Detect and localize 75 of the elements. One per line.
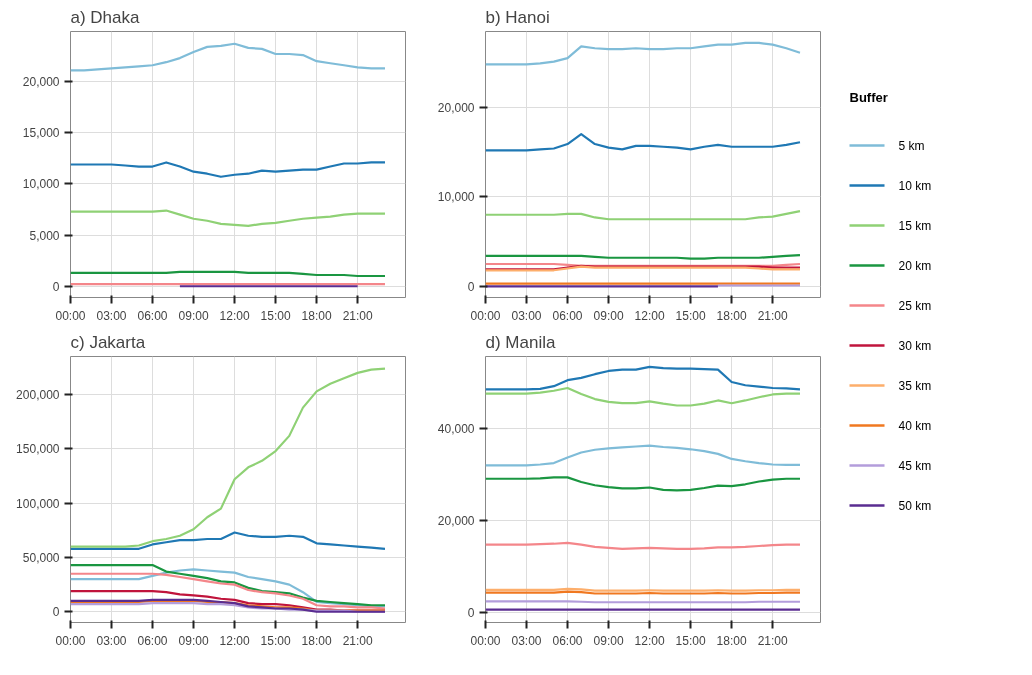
x-tick-label: 18:00 <box>716 633 747 648</box>
line-series <box>70 367 387 548</box>
line-series <box>70 42 387 72</box>
x-tick-label: 00:00 <box>470 633 501 648</box>
x-tick-label: 06:00 <box>137 308 168 323</box>
line-series <box>485 41 802 66</box>
y-tick-label: 5,000 <box>29 228 60 243</box>
x-tick-label: 03:00 <box>511 633 542 648</box>
y-tick-label: 20,000 <box>437 100 475 115</box>
legend-label: 15 km <box>898 218 932 233</box>
x-tick-label: 18:00 <box>301 308 332 323</box>
x-tick-label: 00:00 <box>55 633 86 648</box>
x-tick-label: 06:00 <box>552 308 583 323</box>
x-tick-label: 18:00 <box>716 308 747 323</box>
line-series <box>485 476 802 492</box>
x-tick-label: 00:00 <box>55 308 86 323</box>
line-series <box>485 386 802 407</box>
x-tick-label: 18:00 <box>301 633 332 648</box>
y-tick-label: 20,000 <box>437 514 475 529</box>
y-tick-label: 100,000 <box>16 496 60 511</box>
x-tick-label: 12:00 <box>219 633 250 648</box>
chart-title: a) Dhaka <box>70 7 141 27</box>
legend-label: 10 km <box>898 178 932 193</box>
x-tick-label: 03:00 <box>511 308 542 323</box>
y-tick-label: 200,000 <box>16 388 60 403</box>
x-tick-label: 12:00 <box>219 308 250 323</box>
x-tick-label: 09:00 <box>593 308 624 323</box>
y-tick-label: 50,000 <box>22 550 60 565</box>
x-tick-label: 09:00 <box>593 633 624 648</box>
y-tick-label: 20,000 <box>22 75 60 90</box>
x-tick-label: 09:00 <box>178 308 209 323</box>
y-tick-label: 150,000 <box>16 442 60 457</box>
x-tick-label: 21:00 <box>342 308 373 323</box>
line-series <box>485 444 802 467</box>
x-tick-label: 03:00 <box>96 308 127 323</box>
x-tick-label: 03:00 <box>96 633 127 648</box>
y-tick-label: 10,000 <box>22 177 60 192</box>
x-tick-label: 15:00 <box>260 308 291 323</box>
x-tick-label: 21:00 <box>757 308 788 323</box>
legend-label: 40 km <box>898 418 932 433</box>
legend-label: 45 km <box>898 458 932 473</box>
y-tick-label: 40,000 <box>437 422 475 437</box>
x-tick-label: 00:00 <box>470 308 501 323</box>
x-tick-label: 21:00 <box>757 633 788 648</box>
x-tick-label: 12:00 <box>634 308 665 323</box>
chart-title: d) Manila <box>485 332 556 352</box>
legend-label: 35 km <box>898 378 932 393</box>
x-tick-label: 15:00 <box>675 633 706 648</box>
y-tick-label: 0 <box>52 279 60 294</box>
x-tick-label: 06:00 <box>552 633 583 648</box>
legend-label: 30 km <box>898 338 932 353</box>
line-series <box>70 531 387 550</box>
x-tick-label: 09:00 <box>178 633 209 648</box>
y-tick-label: 0 <box>467 279 475 294</box>
y-tick-label: 15,000 <box>22 126 60 141</box>
legend-title: Buffer <box>849 90 888 105</box>
legend-label: 5 km <box>898 138 925 153</box>
legend-label: 50 km <box>898 498 932 513</box>
x-tick-label: 06:00 <box>137 633 168 648</box>
y-tick-label: 0 <box>52 605 60 620</box>
legend-label: 20 km <box>898 258 932 273</box>
x-tick-label: 15:00 <box>675 308 706 323</box>
chart-title: c) Jakarta <box>70 332 146 352</box>
line-series <box>70 161 387 178</box>
y-tick-label: 0 <box>467 606 475 621</box>
y-tick-label: 10,000 <box>437 190 475 205</box>
line-series <box>485 210 802 221</box>
line-series <box>70 209 387 227</box>
line-series <box>485 133 802 152</box>
line-series <box>485 365 802 391</box>
chart-title: b) Hanoi <box>485 7 550 27</box>
x-tick-label: 15:00 <box>260 633 291 648</box>
x-tick-label: 21:00 <box>342 633 373 648</box>
legend-label: 25 km <box>898 298 932 313</box>
x-tick-label: 12:00 <box>634 633 665 648</box>
